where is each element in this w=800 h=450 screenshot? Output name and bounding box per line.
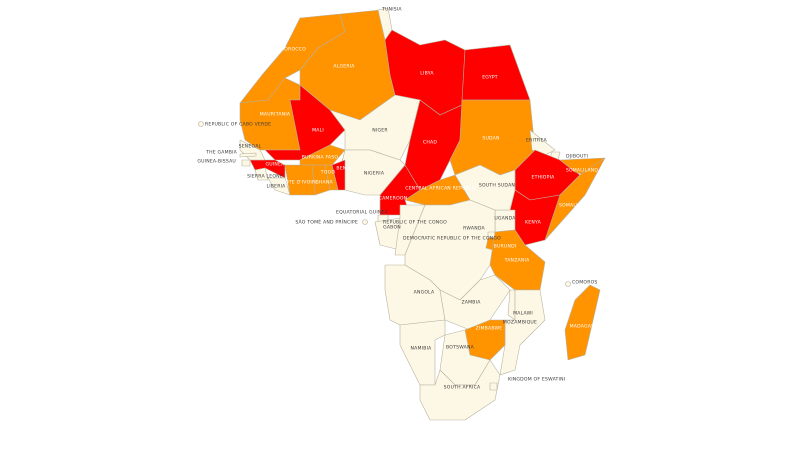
- country-label: CENTRAL AFRICAN REPUBLIC: [405, 186, 476, 192]
- country-label: ZIMBABWE: [476, 326, 503, 332]
- country-label: MAURITANIA: [260, 112, 291, 118]
- country-label: KINGDOM OF ESWATINI: [508, 377, 565, 383]
- country-label: ALGERIA: [333, 64, 355, 70]
- country-label: CHAD: [423, 140, 437, 146]
- country-shape: [399, 319, 446, 386]
- country-shape: [362, 219, 368, 225]
- country-shape: [239, 152, 257, 158]
- country-label: CÔTE D'IVOIRE: [282, 179, 319, 186]
- country-label: MADAGASCAR: [570, 324, 605, 330]
- country-label: MALAWI: [513, 311, 533, 317]
- country-label: DJIBOUTI: [566, 154, 588, 160]
- country-label: BENIN: [336, 166, 351, 172]
- country-label: KENYA: [525, 220, 542, 226]
- country-label: MOROCCO: [280, 47, 306, 53]
- country-label: GHANA: [315, 180, 333, 186]
- country-shape: [565, 281, 571, 287]
- country-shape: [564, 284, 601, 361]
- country-label: REPUBLIC OF THE CONGO: [383, 220, 447, 226]
- country-label: TUNISIA: [381, 7, 402, 13]
- country-shape: [267, 177, 291, 196]
- country-label: SENEGAL: [239, 144, 262, 150]
- country-label: SOMALIA: [559, 203, 582, 209]
- country-shape: [284, 164, 316, 196]
- country-label: GABON: [383, 225, 401, 231]
- country-label: BURUNDI: [494, 244, 517, 250]
- country-label: CAMEROON: [379, 196, 408, 202]
- country-label: GUINEA: [266, 162, 286, 168]
- country-label: COMOROS: [572, 280, 598, 286]
- country-shape: [419, 359, 501, 421]
- country-label: RWANDA: [463, 226, 485, 232]
- country-label: EQUATORIAL GUINEA: [336, 210, 389, 216]
- country-label: BOTSWANA: [446, 345, 475, 351]
- country-label: MOZAMBIQUE: [503, 320, 537, 326]
- country-label: LIBERIA: [266, 184, 286, 190]
- country-label: UGANDA: [494, 216, 516, 222]
- country-label: MALI: [312, 128, 324, 134]
- country-label: ZAMBIA: [461, 300, 481, 306]
- country-label: SUDAN: [482, 136, 499, 142]
- country-shape: [329, 94, 421, 161]
- country-label: TOGO: [320, 170, 336, 176]
- country-label: SIERRA LEONE: [247, 174, 283, 180]
- country-shape: [461, 44, 531, 101]
- country-label: ERITREA: [526, 138, 548, 144]
- country-label: ANGOLA: [414, 290, 435, 296]
- country-label: REPUBLIC OF CABO VERDE: [205, 122, 271, 128]
- country-label: SÃO TOMÉ AND PRÍNCIPE: [295, 218, 358, 226]
- country-shape: [489, 382, 498, 391]
- country-label: NAMIBIA: [411, 346, 433, 352]
- country-label: NIGER: [372, 128, 388, 134]
- country-label: NIGERIA: [364, 171, 385, 177]
- country-label: LIBYA: [420, 71, 434, 77]
- country-shape: [499, 289, 546, 376]
- country-label: SOMALILAND: [566, 168, 599, 174]
- country-label: BURKINA FASO: [302, 155, 339, 161]
- country-label: THE GAMBIA: [205, 150, 238, 156]
- country-label: TANZANIA: [504, 258, 531, 264]
- country-label: GUINEA-BISSAU: [197, 159, 236, 165]
- country-shape: [254, 167, 269, 181]
- country-label: SOUTH AFRICA: [444, 385, 481, 391]
- country-label: DEMOCRATIC REPUBLIC OF THE CONGO: [403, 236, 501, 242]
- country-label: ETHIOPIA: [531, 175, 555, 181]
- country-shape: [299, 144, 346, 166]
- country-shape: [404, 99, 463, 191]
- country-shape: [198, 121, 204, 127]
- country-label: EGYPT: [482, 75, 498, 81]
- country-shape: [241, 159, 251, 167]
- country-label: SOUTH SUDAN: [479, 183, 515, 189]
